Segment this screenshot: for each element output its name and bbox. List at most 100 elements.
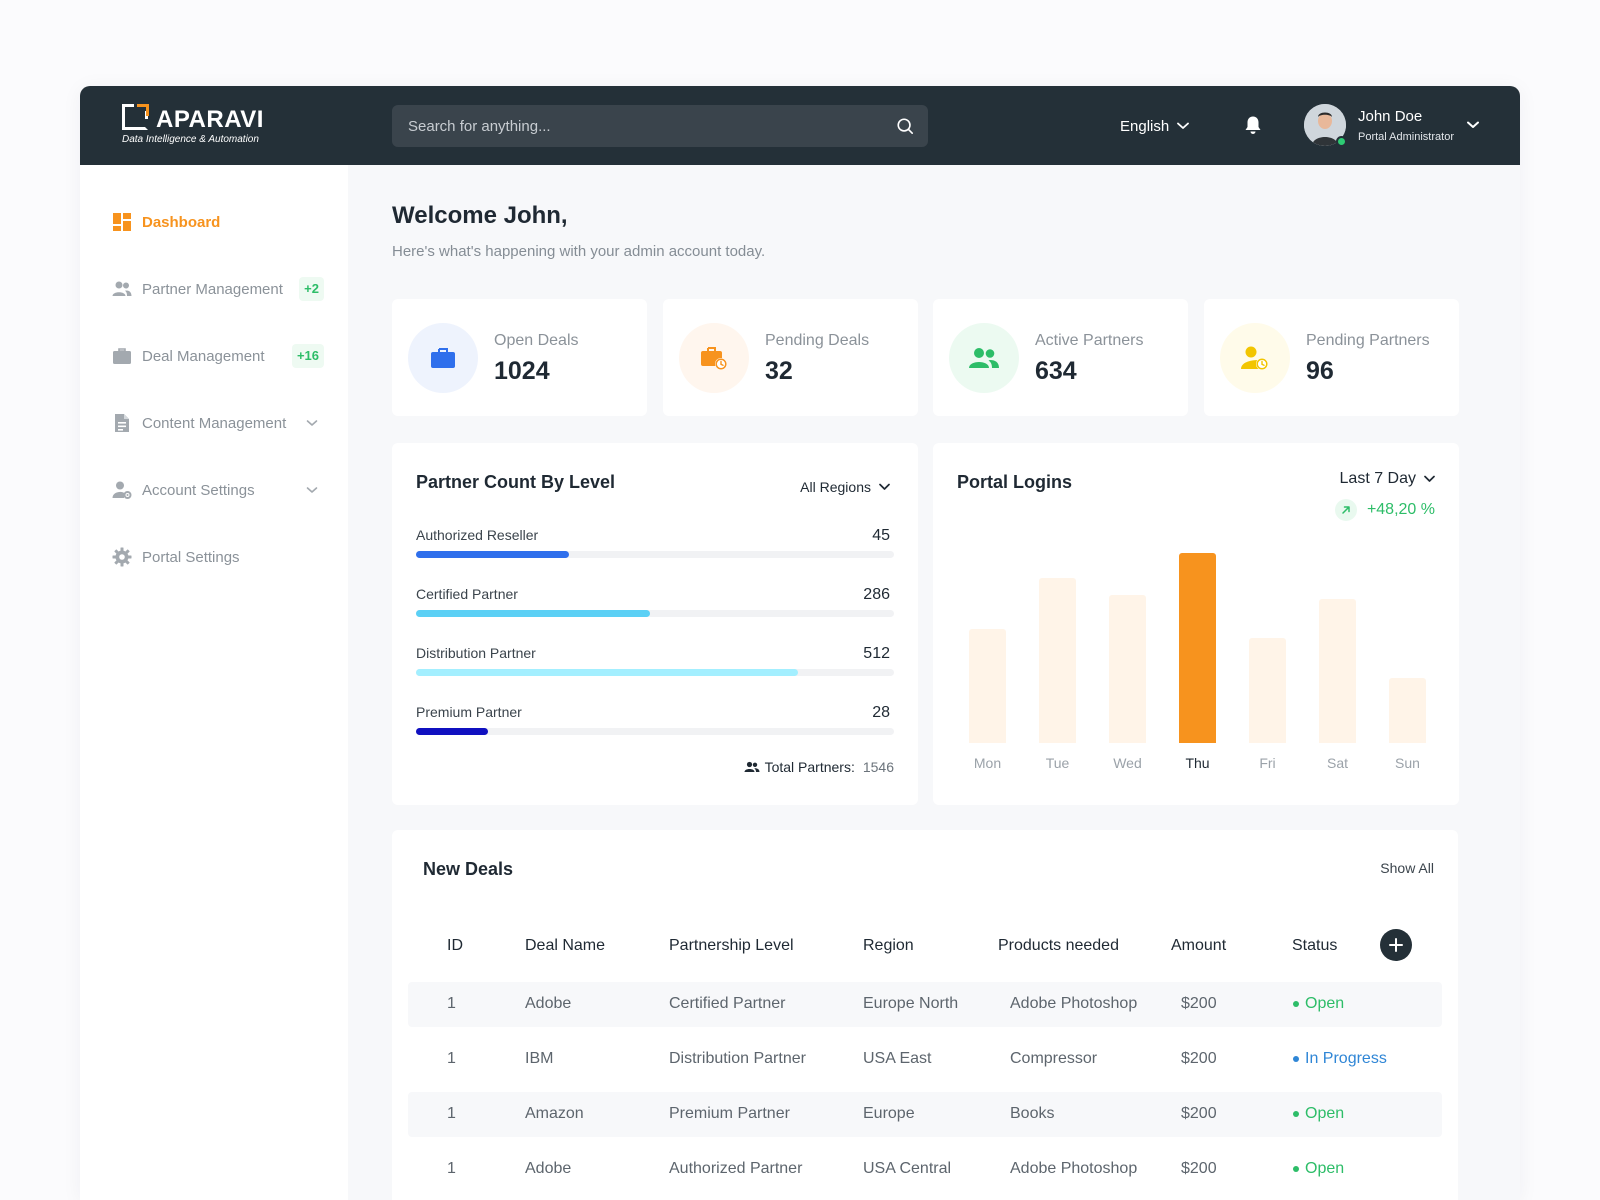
status-badge: Open — [1293, 1160, 1344, 1178]
total-partners: Total Partners: 1546 — [744, 759, 894, 775]
stat-card-pending-deals[interactable]: Pending Deals 32 — [663, 299, 918, 416]
dashboard-icon — [113, 213, 131, 231]
chart-bar-sun[interactable] — [1389, 678, 1426, 743]
aparavi-logo[interactable]: APARAVI Data Intelligence & Automation — [122, 104, 272, 148]
sidebar-item-content-management[interactable]: Content Management — [112, 411, 324, 435]
stat-card-active-partners[interactable]: Active Partners 634 — [933, 299, 1188, 416]
cell-products: Adobe Photoshop — [1010, 995, 1138, 1012]
sidebar-item-label: Content Management — [142, 414, 287, 432]
table-row[interactable]: 1 Adobe Certified Partner Europe North A… — [408, 982, 1442, 1027]
cell-region: USA East — [863, 1050, 932, 1067]
gear-icon — [112, 547, 132, 567]
level-progress-fill — [416, 610, 651, 617]
partners-icon — [112, 281, 132, 296]
cell-partnership-level: Certified Partner — [669, 995, 786, 1012]
top-header: APARAVI Data Intelligence & Automation E… — [80, 86, 1520, 165]
chevron-down-icon — [879, 483, 890, 490]
chart-bar-wed[interactable] — [1109, 595, 1146, 743]
table-row[interactable]: 1 Amazon Premium Partner Europe Books $2… — [408, 1092, 1442, 1137]
status-label: In Progress — [1305, 1050, 1387, 1067]
chevron-down-icon — [306, 487, 318, 493]
show-all-link[interactable]: Show All — [1380, 860, 1434, 876]
logo-tagline: Data Intelligence & Automation — [122, 134, 259, 145]
stat-icon-circle — [679, 323, 749, 393]
logo-corner-icon — [137, 104, 149, 116]
user-menu[interactable]: John Doe Portal Administrator — [1304, 104, 1484, 148]
sidebar-item-deal-management[interactable]: Deal Management +16 — [112, 344, 324, 368]
stat-value: 1024 — [494, 357, 550, 385]
cell-region: USA Central — [863, 1160, 952, 1177]
sidebar-item-dashboard[interactable]: Dashboard — [112, 210, 324, 234]
chart-bar-thu[interactable] — [1179, 553, 1216, 743]
level-value: 28 — [872, 704, 890, 721]
total-label: Total Partners: — [764, 759, 855, 775]
level-progress-fill — [416, 551, 569, 558]
stat-value: 32 — [765, 357, 793, 385]
level-row-distribution-partner: Distribution Partner 512 — [416, 645, 894, 685]
region-filter-dropdown[interactable]: All Regions — [800, 479, 890, 495]
level-progress-track — [416, 551, 894, 558]
stat-card-pending-partners[interactable]: Pending Partners 96 — [1204, 299, 1459, 416]
level-name: Premium Partner — [416, 704, 522, 720]
sidebar-item-portal-settings[interactable]: Portal Settings — [112, 545, 324, 569]
stat-icon-circle — [408, 323, 478, 393]
sidebar: Dashboard Partner Management +2 Deal Man… — [80, 165, 348, 1200]
briefcase-icon — [113, 348, 131, 364]
level-row-authorized-reseller: Authorized Reseller 45 — [416, 527, 894, 567]
total-value: 1546 — [862, 759, 894, 775]
bell-icon[interactable] — [1242, 114, 1264, 136]
stat-label: Open Deals — [494, 332, 579, 349]
sidebar-item-account-settings[interactable]: Account Settings — [112, 478, 324, 502]
page-title: Welcome John, — [392, 202, 568, 229]
briefcase-clock-icon — [701, 347, 727, 370]
user-gear-icon — [112, 481, 132, 499]
status-label: Open — [1305, 1160, 1345, 1177]
document-icon — [115, 414, 129, 432]
level-progress-track — [416, 610, 894, 617]
logo-text: APARAVI — [156, 106, 264, 133]
cell-id: 1 — [447, 995, 456, 1012]
table-row[interactable]: 1 IBM Distribution Partner USA East Comp… — [408, 1037, 1442, 1082]
cell-partnership-level: Premium Partner — [669, 1105, 790, 1122]
level-value: 45 — [872, 527, 890, 544]
cell-products: Books — [1010, 1105, 1055, 1122]
column-header-region: Region — [863, 937, 914, 954]
sidebar-item-label: Portal Settings — [142, 548, 240, 566]
chart-bar-mon[interactable] — [969, 629, 1006, 743]
language-selector[interactable]: English — [1120, 116, 1190, 136]
chart-bar-sat[interactable] — [1319, 599, 1356, 743]
level-value: 512 — [863, 645, 890, 662]
chevron-down-icon — [306, 420, 318, 426]
sidebar-item-label: Account Settings — [142, 481, 255, 499]
stat-value: 634 — [1035, 357, 1077, 385]
sidebar-item-partner-management[interactable]: Partner Management +2 — [112, 277, 324, 301]
sidebar-item-label: Partner Management — [142, 280, 283, 298]
search-icon[interactable] — [896, 117, 914, 135]
chart-bar-fri[interactable] — [1249, 638, 1286, 743]
search-input[interactable] — [392, 105, 882, 147]
chart-x-label: Sun — [1395, 755, 1420, 771]
chevron-down-icon — [1424, 475, 1435, 482]
period-filter-dropdown[interactable]: Last 7 Day — [1340, 470, 1435, 488]
cell-products: Compressor — [1010, 1050, 1098, 1067]
cell-id: 1 — [447, 1160, 456, 1177]
language-label: English — [1120, 117, 1170, 135]
user-menu-chevron-icon[interactable] — [1466, 120, 1480, 130]
count-badge: +16 — [291, 344, 324, 368]
cell-region: Europe North — [863, 995, 959, 1012]
stat-card-open-deals[interactable]: Open Deals 1024 — [392, 299, 647, 416]
table-row[interactable]: 1 Adobe Authorized Partner USA Central A… — [408, 1147, 1442, 1192]
plus-icon — [1389, 938, 1403, 952]
level-name: Certified Partner — [416, 586, 518, 602]
cell-deal-name: Adobe — [525, 995, 572, 1012]
column-header-deal-name: Deal Name — [525, 937, 606, 954]
cell-deal-name: IBM — [525, 1050, 554, 1067]
user-name: John Doe — [1358, 108, 1423, 125]
page-subtitle: Here's what's happening with your admin … — [392, 243, 766, 260]
status-dot — [1293, 1166, 1299, 1172]
add-deal-button[interactable] — [1380, 929, 1412, 961]
count-badge: +2 — [299, 277, 324, 301]
chart-bar-tue[interactable] — [1039, 578, 1076, 743]
status-badge: Open — [1293, 995, 1344, 1013]
chart-x-label: Fri — [1259, 755, 1276, 771]
